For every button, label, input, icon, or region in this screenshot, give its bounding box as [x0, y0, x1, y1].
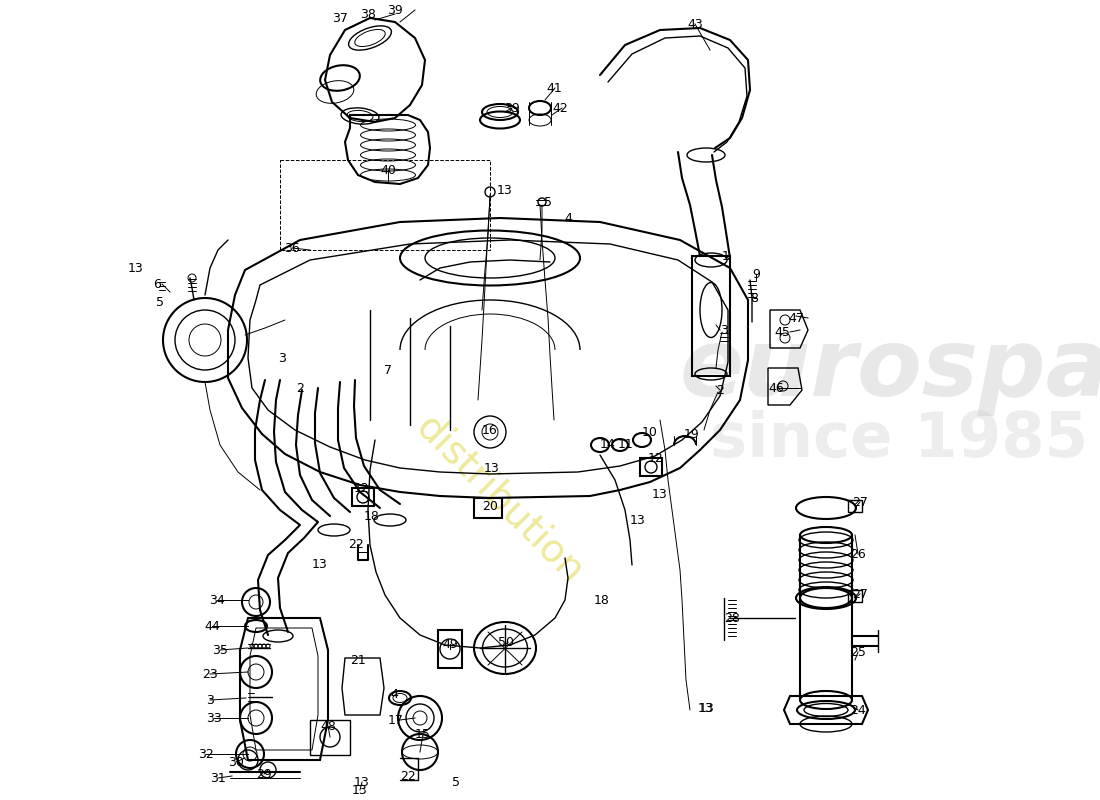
- Text: 50: 50: [498, 635, 514, 649]
- Text: 13: 13: [352, 783, 367, 797]
- Text: since 1985: since 1985: [710, 410, 1088, 470]
- Text: 40: 40: [381, 163, 396, 177]
- Text: distribution: distribution: [408, 409, 592, 591]
- Text: 38: 38: [360, 7, 376, 21]
- Text: 10: 10: [642, 426, 658, 438]
- Text: 13: 13: [630, 514, 646, 526]
- Text: 32: 32: [198, 747, 213, 761]
- Text: 27: 27: [852, 495, 868, 509]
- Text: 3: 3: [278, 351, 286, 365]
- Text: 13: 13: [652, 487, 668, 501]
- Bar: [474, 498, 502, 518]
- Text: 4: 4: [564, 211, 572, 225]
- Text: 37: 37: [332, 11, 348, 25]
- Text: 22: 22: [348, 538, 364, 550]
- Bar: [848, 500, 862, 512]
- Text: 49: 49: [442, 638, 458, 650]
- Text: 48: 48: [320, 719, 336, 733]
- Text: 39: 39: [387, 3, 403, 17]
- Text: 8: 8: [750, 291, 758, 305]
- Text: 13: 13: [484, 462, 499, 474]
- Text: 13: 13: [497, 183, 513, 197]
- Text: 14: 14: [601, 438, 616, 450]
- Text: 11: 11: [618, 438, 634, 450]
- Text: 4: 4: [390, 687, 398, 701]
- Text: 23: 23: [202, 667, 218, 681]
- Text: 22: 22: [400, 770, 416, 782]
- Text: 35: 35: [212, 643, 228, 657]
- Text: 27: 27: [852, 587, 868, 601]
- Bar: [692, 256, 730, 376]
- Text: 5: 5: [452, 775, 460, 789]
- Text: 2: 2: [716, 383, 724, 397]
- Text: 44: 44: [205, 619, 220, 633]
- Text: 13: 13: [698, 702, 714, 714]
- Text: 5: 5: [156, 295, 164, 309]
- Text: 17: 17: [388, 714, 404, 726]
- Text: 34: 34: [209, 594, 224, 606]
- Text: 13: 13: [128, 262, 144, 274]
- Text: 20: 20: [482, 499, 498, 513]
- Text: 45: 45: [774, 326, 790, 338]
- Text: 13: 13: [312, 558, 328, 570]
- Text: 3: 3: [206, 694, 213, 706]
- Text: 12: 12: [354, 482, 370, 494]
- Text: 18: 18: [594, 594, 609, 606]
- Bar: [848, 590, 862, 602]
- Text: 43: 43: [688, 18, 703, 30]
- Text: 3: 3: [720, 323, 728, 337]
- Text: 9: 9: [752, 267, 760, 281]
- Text: 42: 42: [552, 102, 568, 114]
- Text: 18: 18: [364, 510, 380, 522]
- Text: 13: 13: [700, 702, 715, 714]
- Bar: [352, 488, 374, 506]
- Text: 28: 28: [724, 611, 740, 625]
- Text: 30: 30: [228, 755, 244, 769]
- Text: 21: 21: [350, 654, 366, 666]
- Text: 12: 12: [648, 451, 664, 465]
- Text: 29: 29: [256, 767, 272, 781]
- Text: 39: 39: [504, 102, 520, 114]
- Text: 7: 7: [384, 363, 392, 377]
- Text: 26: 26: [850, 547, 866, 561]
- Text: 6: 6: [153, 278, 161, 290]
- Text: 16: 16: [482, 423, 498, 437]
- Text: 15: 15: [415, 727, 431, 741]
- Text: 47: 47: [788, 311, 804, 325]
- Text: 25: 25: [850, 646, 866, 658]
- Text: 2: 2: [296, 382, 304, 394]
- Text: 5: 5: [544, 195, 552, 209]
- Text: 31: 31: [210, 771, 225, 785]
- Text: eurospares: eurospares: [680, 324, 1100, 416]
- Text: 36: 36: [284, 242, 300, 254]
- Text: 24: 24: [850, 703, 866, 717]
- Text: 33: 33: [206, 711, 222, 725]
- Text: 19: 19: [684, 427, 700, 441]
- Bar: [640, 458, 662, 476]
- Text: 46: 46: [768, 382, 784, 394]
- Text: 1: 1: [722, 250, 730, 262]
- Text: 13: 13: [354, 775, 370, 789]
- Text: 41: 41: [546, 82, 562, 94]
